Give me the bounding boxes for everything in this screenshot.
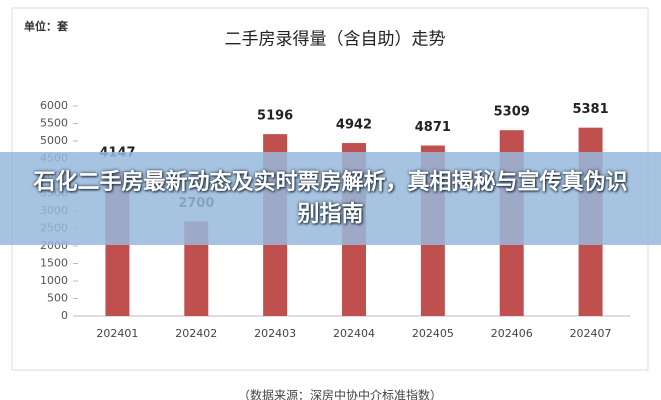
x-tick-label: 202405 <box>412 327 454 340</box>
y-tick-label: 1000 <box>40 274 68 287</box>
x-tick-label: 202406 <box>491 327 533 340</box>
x-tick-label: 202404 <box>333 327 375 340</box>
x-tick-label: 202407 <box>570 327 612 340</box>
x-tick-label: 202401 <box>96 327 138 340</box>
x-tick-label: 202402 <box>175 327 217 340</box>
data-label: 5309 <box>494 105 530 120</box>
y-tick-label: 1500 <box>40 257 68 270</box>
data-label: 4942 <box>336 118 372 133</box>
data-label: 4871 <box>415 120 451 135</box>
y-tick-label: 5000 <box>40 134 68 147</box>
unit-label: 单位：套 <box>24 19 69 33</box>
banner: 石化二手房最新动态及实时票房解析，真相揭秘与宣传真伪识别指南 <box>0 152 661 245</box>
x-tick-label: 202403 <box>254 327 296 340</box>
y-tick-label: 5500 <box>40 117 68 130</box>
data-label: 5196 <box>257 109 293 124</box>
y-tick-label: 6000 <box>40 99 68 112</box>
y-tick-label: 0 <box>61 309 68 322</box>
banner-text: 石化二手房最新动态及实时票房解析，真相揭秘与宣传真伪识别指南 <box>33 169 628 227</box>
y-tick-label: 500 <box>47 292 68 305</box>
chart-title: 二手房录得量（含自助）走势 <box>225 30 446 50</box>
source: （数据来源：深房中协中介标准指数） <box>238 388 442 400</box>
data-label: 5381 <box>572 102 608 117</box>
